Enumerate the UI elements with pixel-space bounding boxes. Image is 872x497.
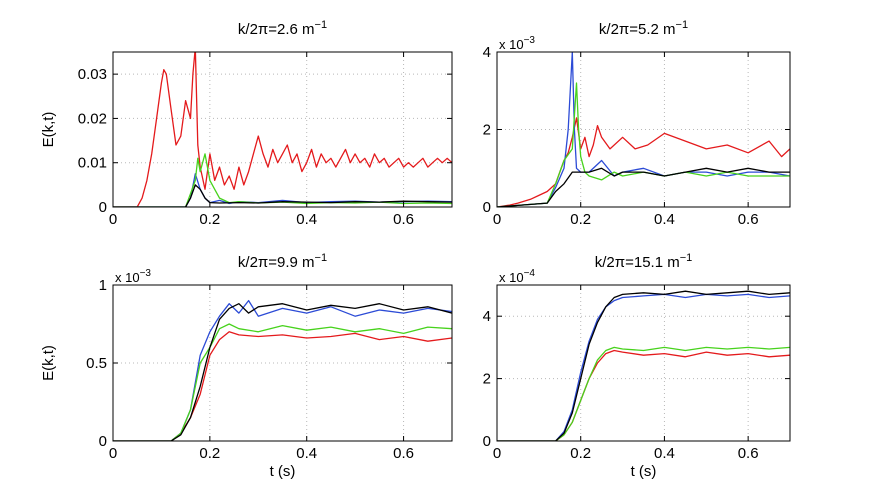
series-blue-line — [497, 52, 790, 207]
exponent-base: x 10 — [115, 270, 140, 285]
series-group — [113, 52, 452, 207]
y-tick-label: 4 — [483, 44, 491, 61]
x-tick-label: 0 — [109, 211, 117, 228]
subplot-title: k/2π=5.2 m−1 — [599, 19, 688, 38]
y-tick-label: 0 — [483, 199, 491, 216]
x-tick-label: 0.6 — [393, 211, 414, 228]
series-green-line — [497, 346, 790, 441]
y-tick-label: 0 — [483, 433, 491, 450]
x-tick-label: 0.4 — [296, 211, 317, 228]
series-red-line — [113, 52, 452, 207]
y-tick-label: 0.5 — [86, 355, 107, 372]
y-tick-label: 4 — [483, 308, 491, 325]
plot-frame — [496, 284, 791, 442]
series-group — [113, 299, 452, 441]
title-superscript: −1 — [315, 19, 328, 31]
title-main: k/2π=5.2 m — [599, 21, 676, 38]
title-main: k/2π=15.1 m — [595, 254, 680, 271]
series-black-line — [113, 184, 452, 207]
series-blue-line — [497, 293, 790, 441]
x-tick-label: 0.2 — [570, 211, 591, 228]
x-tick-label: 0.6 — [738, 211, 759, 228]
exponent-superscript: −3 — [140, 268, 152, 279]
title-superscript: −1 — [680, 252, 693, 264]
series-green-line — [113, 323, 452, 441]
y-axis-label: E(k,t) — [40, 112, 57, 148]
subplot-3: 0 0.2 0.4 0.6 0 0.5 1 k/2π=9.9 m−1 x 10−3 E(k,t) t… — [40, 252, 453, 480]
subplot-title: k/2π=9.9 m−1 — [238, 252, 327, 271]
x-tick-label: 0 — [493, 445, 501, 462]
plot-frame — [496, 51, 791, 208]
exponent-superscript: −4 — [524, 268, 536, 279]
x-tick-label: 0.2 — [199, 445, 220, 462]
series-black-line — [497, 167, 790, 207]
title-main: k/2π=9.9 m — [238, 254, 315, 271]
x-tick-label: 0.2 — [199, 211, 220, 228]
y-axis-label: E(k,t) — [40, 345, 57, 381]
exponent-base: x 10 — [499, 270, 524, 285]
y-tick-label: 0 — [99, 199, 107, 216]
y-tick-label: 0.03 — [78, 66, 107, 83]
y-tick-label: 0.02 — [78, 110, 107, 127]
subplot-1: 0 0.2 0.4 0.6 0 0.01 0.02 0.03 k/2π=2.6 m−1 E(k,t… — [40, 19, 453, 228]
x-tick-label: 0 — [493, 211, 501, 228]
y-tick-label: 0 — [99, 433, 107, 450]
y-tick-label: 2 — [483, 371, 491, 388]
x-tick-label: 0.6 — [393, 445, 414, 462]
x-tick-label: 0 — [109, 445, 117, 462]
plot-frame — [112, 51, 453, 208]
axis-exponent-label: x 10−3 — [115, 268, 151, 285]
axis-exponent-label: x 10−3 — [499, 35, 535, 52]
series-blue-line — [113, 299, 452, 441]
series-group — [497, 52, 790, 207]
series-red-line — [497, 117, 790, 207]
title-superscript: −1 — [676, 19, 689, 31]
y-tick-label: 1 — [99, 277, 107, 294]
x-axis-label: t (s) — [631, 463, 657, 480]
x-tick-label: 0.4 — [654, 445, 675, 462]
x-tick-label: 0.4 — [296, 445, 317, 462]
series-green-line — [497, 82, 790, 207]
x-axis-label: t (s) — [270, 463, 296, 480]
title-superscript: −1 — [315, 252, 328, 264]
x-tick-label: 0.4 — [654, 211, 675, 228]
x-tick-label: 0.6 — [738, 445, 759, 462]
y-tick-label: 2 — [483, 122, 491, 139]
exponent-base: x 10 — [499, 37, 524, 52]
series-black-line — [113, 303, 452, 441]
y-tick-label: 0.01 — [78, 155, 107, 172]
x-tick-label: 0.2 — [570, 445, 591, 462]
axis-exponent-label: x 10−4 — [499, 268, 535, 285]
series-black-line — [497, 290, 790, 441]
series-red-line — [113, 331, 452, 441]
exponent-superscript: −3 — [524, 35, 536, 46]
series-red-line — [497, 349, 790, 441]
subplot-title: k/2π=2.6 m−1 — [238, 19, 327, 38]
title-main: k/2π=2.6 m — [238, 21, 315, 38]
subplot-2: 0 0.2 0.4 0.6 0 2 4 k/2π=5.2 m−1 x 10−3 — [483, 19, 791, 228]
subplot-4: 0 0.2 0.4 0.6 0 2 4 k/2π=15.1 m−1 x 10−4 t (s) — [483, 252, 791, 480]
series-group — [497, 290, 790, 441]
subplot-title: k/2π=15.1 m−1 — [595, 252, 693, 271]
